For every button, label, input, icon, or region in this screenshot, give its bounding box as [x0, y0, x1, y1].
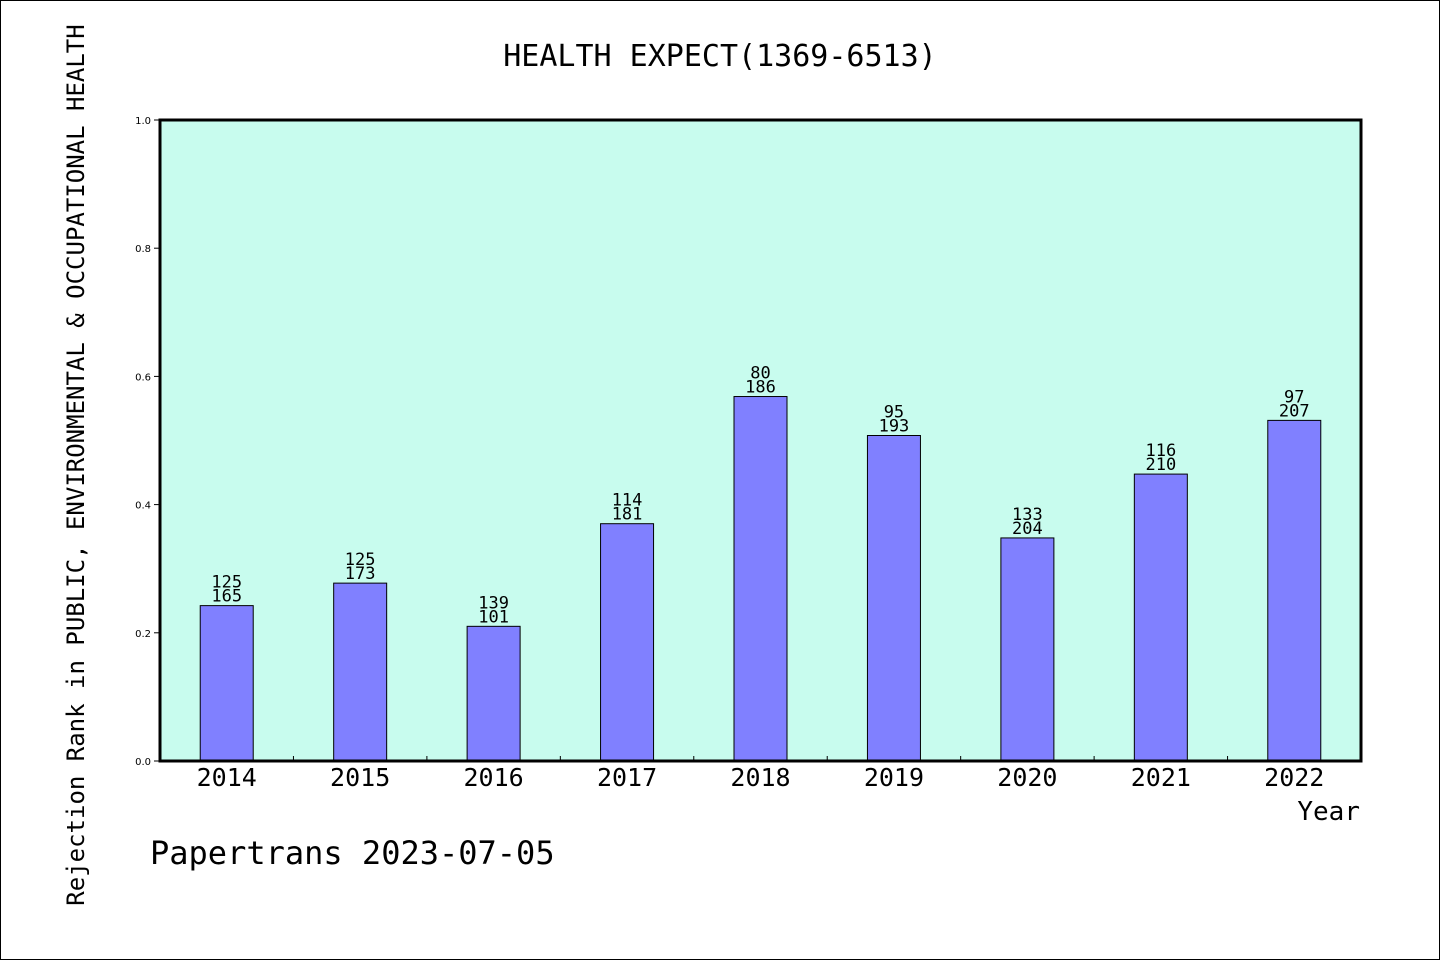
x-tick-label: 2016: [464, 763, 524, 792]
bar-label-bottom: 181: [612, 505, 643, 525]
bar-label-top: 80: [750, 364, 770, 384]
plot-frame: [158, 118, 1363, 763]
bar-2021: [1133, 473, 1188, 762]
y-axis-label: Rejection Rank in PUBLIC, ENVIRONMENTAL …: [62, 24, 90, 905]
bar-2014: [199, 605, 254, 762]
bar-label-top: 125: [345, 550, 376, 570]
bar-label-bottom: 204: [1012, 519, 1043, 539]
bar-2018: [733, 396, 788, 762]
bar-label-bottom: 210: [1145, 455, 1176, 475]
bar-label-top: 95: [884, 403, 904, 423]
bar-label-bottom: 193: [879, 417, 910, 437]
x-tick-label: 2020: [997, 763, 1057, 792]
y-tick-label: 0.0: [135, 757, 151, 768]
bar-label-top: 114: [612, 491, 643, 511]
x-tick-label: 2022: [1264, 763, 1324, 792]
bar-label-bottom: 101: [478, 607, 509, 627]
bar-label-top: 97: [1284, 387, 1304, 407]
bar-2015: [333, 582, 388, 762]
x-axis-label: Year: [1297, 797, 1360, 827]
x-tick-label: 2019: [864, 763, 924, 792]
bar-label-top: 139: [478, 593, 509, 613]
bar-2019: [866, 435, 921, 762]
bar-label-bottom: 165: [211, 587, 242, 607]
y-tick-label: 0.6: [135, 372, 151, 383]
bars: [199, 396, 1322, 762]
x-tick-label: 2018: [730, 763, 790, 792]
bar-label-top: 116: [1145, 441, 1176, 461]
bar-label-top: 133: [1012, 505, 1043, 525]
x-axis: 2014 2015 2016 2017 2018 2019 2020 2021 2022: [197, 756, 1324, 792]
footer-credit: Papertrans 2023-07-05: [150, 834, 555, 872]
bar-2020: [1000, 537, 1055, 762]
bar-2017: [600, 523, 655, 762]
bar-2022: [1267, 419, 1322, 762]
y-tick-label: 0.4: [135, 501, 151, 512]
x-tick-label: 2021: [1131, 763, 1191, 792]
x-tick-label: 2017: [597, 763, 657, 792]
bar-label-bottom: 186: [745, 378, 776, 398]
y-tick-label: 0.2: [135, 629, 151, 640]
bar-2016: [466, 625, 521, 762]
bar-label-top: 125: [211, 573, 242, 593]
x-tick-label: 2014: [197, 763, 257, 792]
bar-label-bottom: 173: [345, 564, 376, 584]
bar-label-bottom: 207: [1279, 401, 1310, 421]
y-tick-label: 1.0: [135, 116, 151, 127]
x-tick-label: 2015: [330, 763, 390, 792]
chart-title: HEALTH EXPECT(1369-6513): [503, 39, 936, 74]
y-tick-label: 0.8: [135, 244, 151, 255]
